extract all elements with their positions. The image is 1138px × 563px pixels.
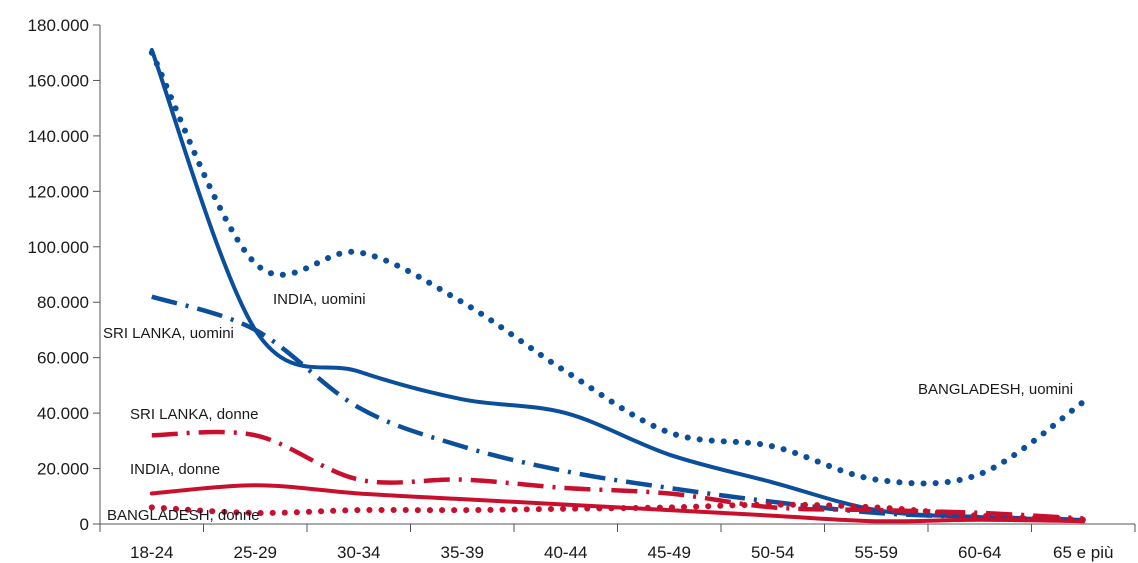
- series-line-5: [148, 501, 1087, 523]
- x-tick-label: 25-29: [234, 543, 277, 562]
- y-tick-label: 120.000: [28, 182, 89, 201]
- x-tick-label: 50-54: [751, 543, 794, 562]
- series-label-3: SRI LANKA, donne: [130, 406, 258, 423]
- series-layer: [148, 48, 1087, 524]
- y-tick-label: 60.000: [37, 349, 89, 368]
- series-line-0: [148, 49, 1087, 487]
- x-tick-label: 18-24: [130, 543, 173, 562]
- y-tick-label: 100.000: [28, 238, 89, 257]
- x-tick-label: 30-34: [337, 543, 380, 562]
- series-label-4: INDIA, donne: [130, 461, 220, 478]
- x-tick-label: 55-59: [855, 543, 898, 562]
- x-tick-label: 35-39: [441, 543, 484, 562]
- series-labels: BANGLADESH, uomini INDIA, uomini SRI LANKA…: [103, 291, 1073, 524]
- series-label-2: SRI LANKA, uomini: [103, 325, 234, 342]
- y-tick-label: 0: [80, 515, 89, 534]
- series-line-4: [149, 483, 1086, 524]
- y-tick-label: 160.000: [28, 71, 89, 90]
- series-label-0: BANGLADESH, uomini: [918, 381, 1073, 398]
- series-label-5: BANGLADESH, donne: [107, 507, 260, 524]
- axes: 0 20.000 40.000 60.000 80.000 100.000 120.000 1…: [28, 16, 1136, 562]
- y-tick-label: 180.000: [28, 16, 89, 35]
- x-tick-label: 45-49: [648, 543, 691, 562]
- y-tick-label: 20.000: [37, 460, 89, 479]
- x-tick-label: 40-44: [544, 543, 587, 562]
- x-tick-label: 65 e più: [1053, 543, 1114, 562]
- series-line-2: [151, 294, 1084, 523]
- y-tick-label: 140.000: [28, 127, 89, 146]
- y-tick-label: 80.000: [37, 293, 89, 312]
- series-label-1: INDIA, uomini: [273, 291, 366, 308]
- x-tick-label: 60-64: [958, 543, 1001, 562]
- y-tick-label: 40.000: [37, 404, 89, 423]
